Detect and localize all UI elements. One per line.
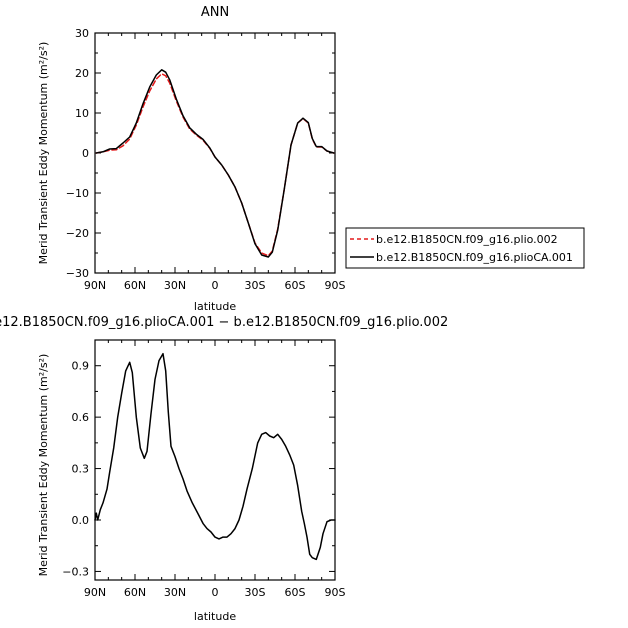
top-y-label-text: Merid Transient Eddy Momentum (m²/s²) bbox=[37, 42, 50, 265]
bottom-y-tick-label: 0.6 bbox=[72, 411, 90, 424]
top-chart-y-axis-label: Merid Transient Eddy Momentum (m²/s²) bbox=[37, 42, 50, 265]
bottom-y-tick-label: 0.3 bbox=[72, 463, 90, 476]
bottom-x-tick-label: 90N bbox=[84, 586, 106, 599]
top-x-tick-label: 90N bbox=[84, 279, 106, 292]
legend-label-plio: b.e12.B1850CN.f09_g16.plio.002 bbox=[376, 233, 558, 246]
top-x-tick-label: 30N bbox=[164, 279, 186, 292]
bottom-x-tick-label: 90S bbox=[325, 586, 346, 599]
top-x-tick-label: 0 bbox=[212, 279, 219, 292]
bottom-series-line-0 bbox=[94, 352, 336, 561]
bottom-x-tick-label: 60S bbox=[285, 586, 306, 599]
top-series-line-1 bbox=[95, 69, 335, 258]
top-x-tick-label: 60N bbox=[124, 279, 146, 292]
top-x-tick-label: 30S bbox=[245, 279, 266, 292]
bottom-chart-x-axis-label: latitude bbox=[194, 610, 236, 623]
bottom-x-tick-label: 60N bbox=[124, 586, 146, 599]
legend-box bbox=[345, 227, 585, 269]
top-y-tick-label: 10 bbox=[75, 107, 89, 120]
top-panel: ANN Merid Transient Eddy Momentum (m²/s²… bbox=[37, 5, 346, 313]
top-y-tick-label: 20 bbox=[75, 67, 89, 80]
bottom-x-tick-label: 30S bbox=[245, 586, 266, 599]
top-y-tick-label: 30 bbox=[75, 27, 89, 40]
top-y-tick-label: −10 bbox=[66, 187, 89, 200]
top-y-tick-label: 0 bbox=[82, 147, 89, 160]
top-chart-title: ANN bbox=[201, 5, 229, 20]
bottom-chart-title: b.e12.B1850CN.f09_g16.plioCA.001 − b.e12… bbox=[0, 315, 448, 330]
top-chart-x-axis-label: latitude bbox=[194, 300, 236, 313]
bottom-plot-frame bbox=[94, 339, 336, 581]
top-y-tick-label: −30 bbox=[66, 267, 89, 280]
bottom-y-tick-label: −0.3 bbox=[62, 565, 89, 578]
bottom-y-label-text: Merid Transient Eddy Momentum (m²/s²) bbox=[37, 354, 50, 577]
top-plot-frame bbox=[94, 32, 336, 274]
top-x-tick-label: 60S bbox=[285, 279, 306, 292]
bottom-y-tick-label: 0.9 bbox=[72, 360, 90, 373]
top-series-line-0 bbox=[95, 73, 335, 257]
bottom-chart-y-axis-label: Merid Transient Eddy Momentum (m²/s²) bbox=[37, 354, 50, 577]
top-x-tick-label: 90S bbox=[325, 279, 346, 292]
top-y-tick-label: −20 bbox=[66, 227, 89, 240]
legend: b.e12.B1850CN.f09_g16.plio.002 b.e12.B18… bbox=[345, 227, 585, 269]
bottom-x-tick-label: 30N bbox=[164, 586, 186, 599]
bottom-y-tick-label: 0.0 bbox=[72, 514, 90, 527]
bottom-panel: b.e12.B1850CN.f09_g16.plioCA.001 − b.e12… bbox=[0, 315, 448, 623]
legend-label-pliocA: b.e12.B1850CN.f09_g16.plioCA.001 bbox=[376, 251, 573, 264]
bottom-x-tick-label: 0 bbox=[212, 586, 219, 599]
